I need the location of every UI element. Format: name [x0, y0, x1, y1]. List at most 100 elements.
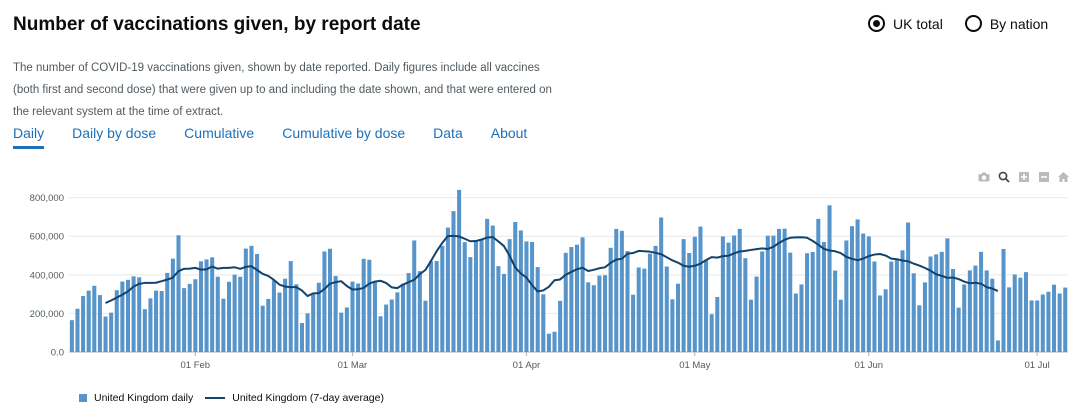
- bar[interactable]: [1057, 293, 1062, 352]
- bar[interactable]: [979, 251, 984, 352]
- bar[interactable]: [1035, 300, 1040, 352]
- home-icon[interactable]: [1057, 171, 1070, 182]
- radio-by-nation[interactable]: By nation: [964, 15, 1049, 32]
- bar[interactable]: [872, 261, 877, 352]
- bar[interactable]: [1001, 248, 1006, 352]
- bar[interactable]: [793, 293, 798, 352]
- bar[interactable]: [356, 283, 361, 352]
- bar[interactable]: [900, 250, 905, 352]
- bar[interactable]: [883, 289, 888, 352]
- bar[interactable]: [316, 282, 321, 352]
- bar[interactable]: [187, 283, 192, 352]
- bar[interactable]: [501, 273, 507, 352]
- bar[interactable]: [75, 308, 80, 352]
- bar[interactable]: [984, 270, 989, 352]
- bar[interactable]: [232, 274, 237, 352]
- bar[interactable]: [574, 244, 579, 352]
- bar[interactable]: [878, 295, 883, 352]
- bar[interactable]: [412, 240, 417, 352]
- bar[interactable]: [619, 230, 624, 352]
- zoom-icon[interactable]: [997, 171, 1010, 183]
- bar[interactable]: [479, 240, 484, 352]
- bar[interactable]: [647, 253, 652, 352]
- bar[interactable]: [939, 251, 944, 352]
- bar[interactable]: [86, 290, 91, 352]
- bar[interactable]: [591, 285, 596, 352]
- bar[interactable]: [361, 258, 366, 352]
- bar[interactable]: [249, 245, 254, 352]
- bar[interactable]: [866, 236, 871, 352]
- bar[interactable]: [294, 284, 299, 352]
- bar[interactable]: [973, 265, 978, 352]
- bar[interactable]: [704, 260, 709, 352]
- bar[interactable]: [788, 252, 793, 352]
- radio-uk-total-circle[interactable]: [868, 15, 885, 32]
- bar[interactable]: [726, 242, 731, 352]
- bar[interactable]: [389, 299, 394, 352]
- bar[interactable]: [1029, 300, 1034, 352]
- bar[interactable]: [350, 281, 355, 352]
- bar[interactable]: [243, 248, 248, 352]
- zoom-out-icon[interactable]: [1037, 171, 1050, 182]
- bar[interactable]: [889, 261, 894, 352]
- bar[interactable]: [221, 298, 226, 352]
- bar[interactable]: [215, 276, 220, 352]
- bar[interactable]: [81, 296, 86, 352]
- bar[interactable]: [934, 254, 939, 352]
- bar[interactable]: [625, 251, 630, 352]
- bar[interactable]: [440, 245, 445, 352]
- bar[interactable]: [541, 294, 546, 352]
- bar[interactable]: [311, 293, 316, 352]
- tab-cumulative[interactable]: Cumulative: [184, 125, 255, 141]
- bar[interactable]: [109, 312, 114, 352]
- bar[interactable]: [69, 320, 74, 352]
- bar[interactable]: [1052, 284, 1057, 352]
- zoom-in-icon[interactable]: [1017, 171, 1030, 182]
- bar[interactable]: [642, 268, 647, 352]
- bar[interactable]: [995, 340, 1000, 352]
- bar[interactable]: [720, 236, 725, 352]
- radio-by-nation-label[interactable]: By nation: [989, 15, 1049, 32]
- bar[interactable]: [445, 227, 450, 352]
- bar[interactable]: [193, 279, 198, 352]
- bar[interactable]: [114, 290, 119, 352]
- bar[interactable]: [861, 233, 866, 352]
- bar[interactable]: [176, 235, 181, 352]
- bar[interactable]: [322, 251, 327, 352]
- bar[interactable]: [103, 316, 108, 353]
- bar[interactable]: [911, 273, 916, 352]
- bar[interactable]: [535, 267, 540, 352]
- bar[interactable]: [378, 316, 383, 352]
- tab-cumulative-by-dose[interactable]: Cumulative by dose: [282, 125, 406, 141]
- bar[interactable]: [406, 273, 411, 352]
- bar[interactable]: [238, 276, 243, 352]
- bar[interactable]: [266, 298, 271, 352]
- bar[interactable]: [255, 253, 260, 352]
- bar[interactable]: [1046, 291, 1051, 352]
- bar[interactable]: [417, 271, 422, 352]
- bar[interactable]: [142, 309, 147, 352]
- bar[interactable]: [434, 261, 439, 352]
- bar[interactable]: [462, 242, 467, 352]
- bar[interactable]: [810, 252, 815, 352]
- bar[interactable]: [962, 284, 967, 352]
- bar[interactable]: [906, 222, 911, 352]
- bar[interactable]: [468, 257, 473, 352]
- bar[interactable]: [950, 269, 956, 352]
- legend-item-average[interactable]: United Kingdom (7-day average): [205, 392, 384, 404]
- bar[interactable]: [569, 247, 574, 352]
- bar[interactable]: [771, 235, 776, 352]
- bar[interactable]: [333, 275, 338, 352]
- bar[interactable]: [844, 240, 849, 352]
- bar[interactable]: [816, 218, 821, 352]
- bar[interactable]: [967, 270, 972, 352]
- bar[interactable]: [546, 333, 551, 352]
- bar[interactable]: [687, 253, 692, 352]
- tab-daily-by-dose[interactable]: Daily by dose: [72, 125, 157, 141]
- bar[interactable]: [277, 292, 282, 352]
- bar[interactable]: [1063, 287, 1068, 352]
- bar[interactable]: [580, 237, 585, 352]
- bar[interactable]: [692, 236, 697, 352]
- bar[interactable]: [659, 217, 664, 352]
- bar[interactable]: [204, 259, 209, 352]
